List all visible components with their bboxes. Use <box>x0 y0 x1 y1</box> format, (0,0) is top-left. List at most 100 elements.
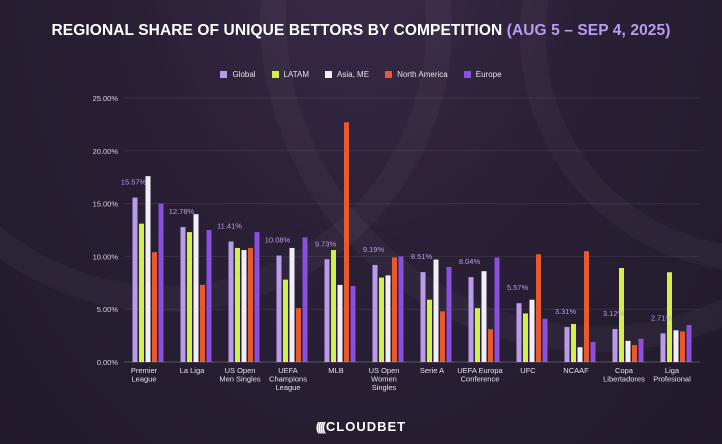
legend-swatch-europe <box>463 71 471 78</box>
legend-label-global: Global <box>232 70 256 79</box>
x-tick-label-line: Premier <box>131 366 158 375</box>
y-tick-label: 5.00% <box>97 305 119 314</box>
bar-europe <box>158 203 164 362</box>
bar-global <box>468 277 474 362</box>
bar-latam <box>139 223 144 362</box>
bar-latam <box>187 232 192 362</box>
bar-europe <box>494 257 500 362</box>
bar-latam <box>619 268 624 362</box>
bar-global <box>228 241 234 362</box>
legend-label-latam: LATAM <box>283 70 310 79</box>
global-data-label: 8.51% <box>411 252 433 261</box>
chart-title: REGIONAL SHARE OF UNIQUE BETTORS BY COMP… <box>0 22 722 40</box>
bar-europe <box>206 230 212 362</box>
x-tick-label-line: US Open <box>225 366 256 375</box>
global-data-label: 5.57% <box>507 283 529 292</box>
bar-latam <box>235 247 240 362</box>
bar-europe <box>302 237 308 362</box>
global-data-label: 9.19% <box>363 245 385 254</box>
legend-swatch-asia-me <box>325 71 333 78</box>
bar-north-america <box>152 252 157 362</box>
global-data-label: 11.41% <box>217 222 242 231</box>
bar-global <box>420 272 426 362</box>
bar-latam <box>571 323 576 362</box>
bar-north-america <box>488 329 493 362</box>
legend-label-asia-me: Asia, ME <box>337 70 370 79</box>
global-data-label: 10.08% <box>265 236 291 245</box>
x-tick-label-line: Profesional <box>653 375 691 384</box>
bar-global <box>660 333 666 362</box>
bar-north-america <box>584 251 589 362</box>
bar-latam <box>523 313 528 362</box>
global-data-label: 3.31% <box>555 307 577 316</box>
bar-global <box>372 264 378 362</box>
bar-latam <box>331 250 336 362</box>
bar-europe <box>446 266 452 362</box>
x-tick-label-line: La Liga <box>180 366 205 375</box>
bar-global <box>132 197 138 362</box>
bar-europe <box>590 341 596 362</box>
x-tick-label: Copa Libertadores <box>603 366 645 384</box>
bar-north-america <box>248 247 253 362</box>
bar-global <box>612 329 618 362</box>
legend-swatch-north-america <box>385 71 393 78</box>
bar-asia-me <box>529 299 535 362</box>
bar-europe <box>398 256 404 362</box>
x-tick-label-line: Singles <box>372 383 397 392</box>
global-data-label: 15.57% <box>121 178 147 187</box>
bar-asia-me <box>673 330 679 362</box>
legend-item-asia-me: Asia, ME <box>325 70 369 79</box>
bar-north-america <box>632 345 637 362</box>
x-tick-label: UEFA Europa Conference <box>457 366 503 384</box>
bar-asia-me <box>193 214 199 362</box>
bar-global <box>516 303 522 362</box>
bar-north-america <box>344 122 349 363</box>
y-tick-label: 10.00% <box>93 252 119 261</box>
bar-asia-me <box>241 250 247 362</box>
legend-item-latam: LATAM <box>271 70 310 79</box>
bar-latam <box>427 299 432 362</box>
bar-north-america <box>296 308 301 362</box>
bar-asia-me <box>337 284 343 362</box>
bar-asia-me <box>481 271 487 362</box>
chart-legend: Global LATAM Asia, ME North America Euro… <box>0 70 722 79</box>
x-tick-label: Serie A <box>420 366 444 375</box>
bar-europe <box>638 338 644 362</box>
bar-north-america <box>440 311 445 362</box>
y-tick-label: 0.00% <box>97 358 119 367</box>
x-tick-label-line: Conference <box>461 375 500 384</box>
bar-asia-me <box>433 259 439 362</box>
bar-latam <box>667 272 672 362</box>
x-tick-label-line: US Open <box>369 366 400 375</box>
bar-global <box>564 327 570 362</box>
legend-label-north-america: North America <box>397 70 448 79</box>
x-tick-label: Liga Profesional <box>653 366 691 384</box>
bar-europe <box>686 325 692 362</box>
legend-item-europe: Europe <box>463 70 502 79</box>
global-data-label: 9.73% <box>315 239 337 248</box>
y-tick-label: 25.00% <box>93 94 119 103</box>
x-tick-label-line: UEFA Europa <box>457 366 503 375</box>
x-tick-label-line: Women <box>371 375 397 384</box>
legend-label-europe: Europe <box>475 70 502 79</box>
global-data-label: 8.04% <box>459 257 481 266</box>
x-tick-label-line: Men Singles <box>219 375 261 384</box>
legend-item-north-america: North America <box>385 70 448 79</box>
bar-north-america <box>680 331 685 362</box>
bar-europe <box>350 285 356 362</box>
x-tick-label-line: Liga <box>665 366 680 375</box>
y-tick-label: 20.00% <box>93 147 119 156</box>
bar-latam <box>379 277 384 362</box>
x-tick-label-line: Serie A <box>420 366 444 375</box>
bar-latam <box>283 279 288 362</box>
x-tick-label-line: MLB <box>328 366 343 375</box>
legend-item-global: Global <box>220 70 256 79</box>
bar-asia-me <box>577 347 583 362</box>
bar-north-america <box>392 257 397 362</box>
x-tick-label: La Liga <box>180 366 205 375</box>
x-tick-label-line: League <box>275 383 300 392</box>
x-tick-label-line: League <box>131 375 156 384</box>
x-tick-label-line: NCAAF <box>563 366 589 375</box>
